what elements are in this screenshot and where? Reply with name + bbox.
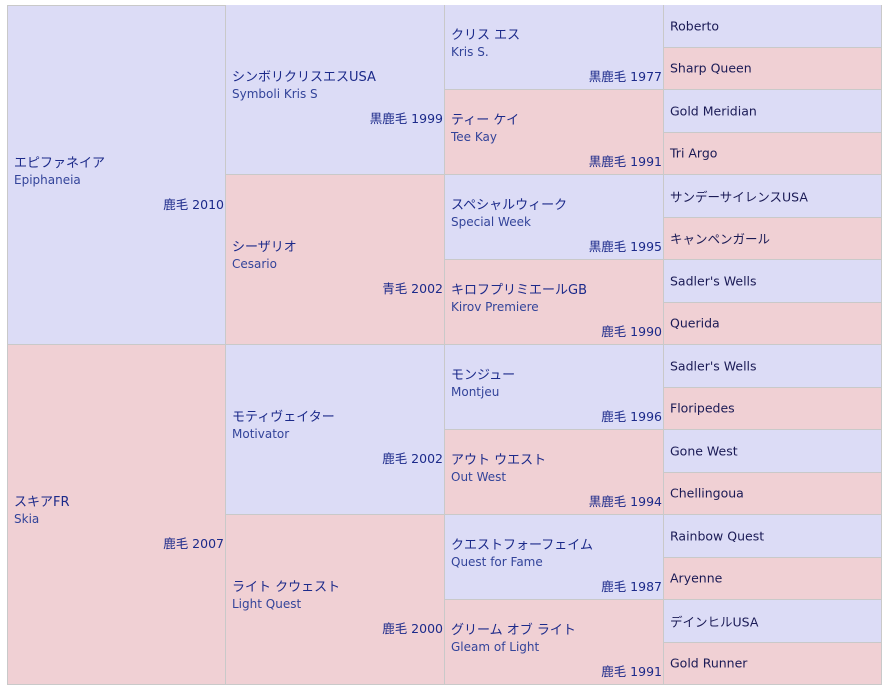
pedigree-cell-gen3-6: アウト ウエスト Out West 黒鹿毛 1994	[445, 430, 664, 515]
horse-name: Sadler's Wells	[670, 358, 757, 374]
pedigree-cell-gen4-1: Roberto	[664, 5, 882, 48]
horse-name: スキアFR	[14, 495, 70, 510]
horse-english-name: Symboli Kris S	[232, 87, 318, 101]
pedigree-cell-gen1-2: スキアFR Skia 鹿毛 2007	[7, 345, 226, 685]
horse-name: キロフプリミエールGB	[451, 282, 587, 298]
horse-name: モティヴェイター	[232, 410, 335, 425]
pedigree-cell-gen4-8: Querida	[664, 302, 882, 345]
horse-name: Aryenne	[670, 570, 723, 586]
horse-english-name: Kris S.	[451, 44, 489, 59]
pedigree-cell-gen4-16: Gold Runner	[664, 642, 882, 685]
horse-english-name: Cesario	[232, 257, 277, 271]
horse-name: Sharp Queen	[670, 60, 752, 76]
pedigree-cell-gen4-6: キャンペンガール	[664, 217, 882, 260]
horse-name: Gone West	[670, 443, 738, 459]
horse-name: Gold Runner	[670, 655, 748, 671]
horse-name: Chellingoua	[670, 485, 744, 501]
horse-coat-year: 鹿毛 2000	[382, 621, 443, 636]
pedigree-table: エピファネイア Epiphaneia 鹿毛 2010 スキアFR Skia 鹿毛 2007…	[7, 5, 882, 685]
horse-english-name: Epiphaneia	[14, 173, 81, 187]
horse-name: デインヒルUSA	[670, 614, 759, 630]
pedigree-cell-gen3-2: ティー ケイ Tee Kay 黒鹿毛 1991	[445, 90, 664, 175]
horse-coat-year: 鹿毛 1996	[601, 408, 662, 424]
horse-english-name: Motivator	[232, 427, 290, 441]
pedigree-cell-gen3-5: モンジュー Montjeu 鹿毛 1996	[445, 345, 664, 430]
horse-coat-year: 鹿毛 1990	[601, 323, 662, 339]
pedigree-cell-gen4-9: Sadler's Wells	[664, 345, 882, 388]
horse-english-name: Out West	[451, 469, 507, 484]
pedigree-cell-gen2-2: シーザリオ Cesario 青毛 2002	[226, 175, 445, 345]
horse-name: クリス エス	[451, 27, 521, 43]
pedigree-cell-gen3-8: グリーム オブ ライト Gleam of Light 鹿毛 1991	[445, 600, 664, 685]
horse-name: Roberto	[670, 18, 720, 34]
horse-coat-year: 黒鹿毛 1977	[588, 68, 662, 84]
pedigree-cell-gen4-15: デインヒルUSA	[664, 600, 882, 643]
pedigree-cell-gen3-4: キロフプリミエールGB Kirov Premiere 鹿毛 1990	[445, 260, 664, 345]
pedigree-cell-gen4-3: Gold Meridian	[664, 90, 882, 133]
pedigree-cell-gen4-14: Aryenne	[664, 557, 882, 600]
horse-coat-year: 鹿毛 2002	[382, 451, 443, 466]
horse-name: Querida	[670, 315, 720, 331]
pedigree-cell-gen4-11: Gone West	[664, 430, 882, 473]
pedigree-cell-gen2-3: モティヴェイター Motivator 鹿毛 2002	[226, 345, 445, 515]
horse-name: ティー ケイ	[451, 112, 520, 128]
horse-coat-year: 青毛 2002	[382, 281, 443, 296]
horse-coat-year: 鹿毛 2007	[163, 536, 224, 551]
horse-name: キャンペンガール	[670, 231, 771, 247]
pedigree-cell-gen2-1: シンボリクリスエスUSA Symboli Kris S 黒鹿毛 1999	[226, 5, 445, 175]
horse-coat-year: 鹿毛 2010	[163, 197, 224, 212]
horse-name: Tri Argo	[670, 145, 718, 161]
horse-name: モンジュー	[451, 367, 516, 383]
pedigree-cell-gen2-4: ライト クウェスト Light Quest 鹿毛 2000	[226, 515, 445, 685]
pedigree-cell-gen1-1: エピファネイア Epiphaneia 鹿毛 2010	[7, 5, 226, 345]
horse-english-name: Light Quest	[232, 597, 302, 611]
horse-name: Sadler's Wells	[670, 273, 757, 289]
horse-name: クエストフォーフェイム	[451, 537, 593, 553]
horse-name: シンボリクリスエスUSA	[232, 70, 376, 85]
pedigree-cell-gen4-7: Sadler's Wells	[664, 260, 882, 303]
horse-name: Gold Meridian	[670, 103, 757, 119]
horse-name: Floripedes	[670, 400, 735, 416]
pedigree-cell-gen4-5: サンデーサイレンスUSA	[664, 175, 882, 218]
horse-name: スペシャルウィーク	[451, 197, 568, 213]
horse-name: Rainbow Quest	[670, 528, 765, 544]
horse-coat-year: 黒鹿毛 1994	[588, 493, 662, 509]
horse-english-name: Tee Kay	[451, 129, 497, 144]
horse-english-name: Montjeu	[451, 384, 500, 399]
horse-coat-year: 鹿毛 1991	[601, 663, 662, 679]
horse-name: アウト ウエスト	[451, 452, 547, 468]
horse-english-name: Kirov Premiere	[451, 299, 539, 314]
horse-coat-year: 黒鹿毛 1991	[588, 153, 662, 169]
pedigree-cell-gen4-2: Sharp Queen	[664, 47, 882, 90]
pedigree-cell-gen4-12: Chellingoua	[664, 472, 882, 515]
horse-name: ライト クウェスト	[232, 580, 341, 595]
horse-coat-year: 黒鹿毛 1995	[588, 238, 662, 254]
pedigree-cell-gen3-3: スペシャルウィーク Special Week 黒鹿毛 1995	[445, 175, 664, 260]
horse-name: グリーム オブ ライト	[451, 622, 576, 638]
pedigree-cell-gen3-7: クエストフォーフェイム Quest for Fame 鹿毛 1987	[445, 515, 664, 600]
horse-name: サンデーサイレンスUSA	[670, 189, 808, 205]
pedigree-cell-gen4-10: Floripedes	[664, 387, 882, 430]
horse-english-name: Quest for Fame	[451, 554, 543, 569]
pedigree-cell-gen4-13: Rainbow Quest	[664, 515, 882, 558]
horse-name: エピファネイア	[14, 156, 106, 171]
horse-coat-year: 黒鹿毛 1999	[369, 111, 443, 126]
pedigree-cell-gen3-1: クリス エス Kris S. 黒鹿毛 1977	[445, 5, 664, 90]
horse-english-name: Special Week	[451, 214, 531, 229]
horse-coat-year: 鹿毛 1987	[601, 578, 662, 594]
pedigree-cell-gen4-4: Tri Argo	[664, 132, 882, 175]
horse-english-name: Gleam of Light	[451, 639, 540, 654]
horse-english-name: Skia	[14, 512, 40, 526]
horse-name: シーザリオ	[232, 240, 297, 255]
